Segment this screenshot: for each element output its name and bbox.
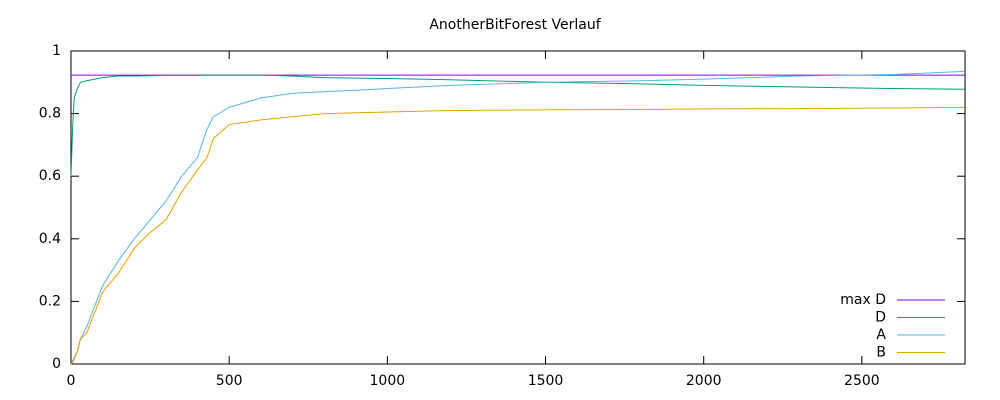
y-tick-label: 0 bbox=[52, 356, 61, 372]
x-tick-label: 500 bbox=[216, 373, 243, 389]
y-tick-label: 1 bbox=[52, 43, 61, 59]
x-tick-label: 1000 bbox=[370, 373, 406, 389]
x-tick-label: 1500 bbox=[528, 373, 564, 389]
x-tick-label: 0 bbox=[67, 373, 76, 389]
legend-label: max D bbox=[840, 292, 886, 308]
y-tick-label: 0.6 bbox=[39, 168, 61, 184]
legend-label: D bbox=[875, 310, 886, 326]
series-line bbox=[70, 74, 965, 177]
y-tick-label: 0.4 bbox=[39, 231, 61, 247]
legend-label: A bbox=[876, 327, 886, 343]
series-line bbox=[70, 106, 965, 365]
chart-title: AnotherBitForest Verlauf bbox=[429, 17, 601, 33]
legend-label: B bbox=[876, 345, 886, 361]
series-line bbox=[70, 70, 965, 365]
y-tick-label: 0.8 bbox=[39, 106, 61, 122]
x-tick-label: 2000 bbox=[686, 373, 722, 389]
plot-border bbox=[70, 50, 966, 365]
y-tick-label: 0.2 bbox=[39, 293, 61, 309]
x-tick-label: 2500 bbox=[844, 373, 880, 389]
